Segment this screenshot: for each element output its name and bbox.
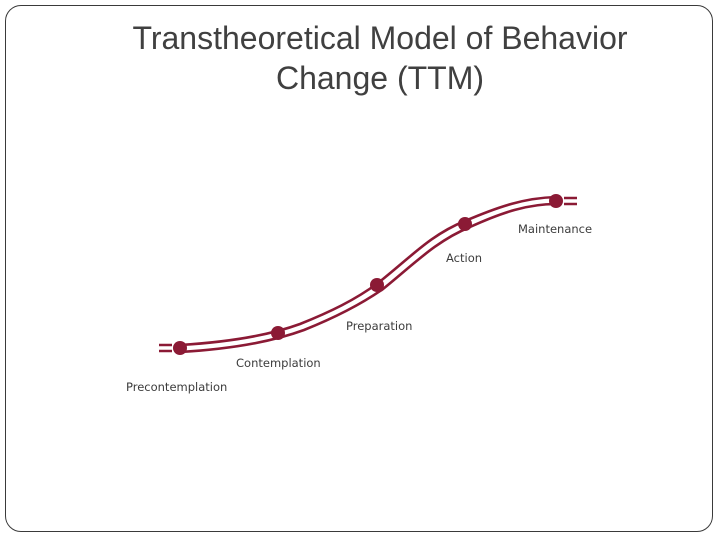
slide-title: Transtheoretical Model of Behavior Chang…	[40, 18, 720, 98]
stage-marker-action	[458, 217, 472, 231]
slide-frame	[5, 5, 713, 532]
slide-title-line-1: Transtheoretical Model of Behavior	[132, 20, 628, 56]
stage-marker-preparation	[370, 278, 384, 292]
stage-marker-maintenance	[549, 194, 563, 208]
stage-markers	[173, 194, 563, 355]
stage-label-contemplation: Contemplation	[236, 356, 321, 370]
stage-label-action: Action	[446, 251, 482, 265]
curve-end-dashes	[564, 196, 577, 206]
curve-start-dashes	[159, 343, 172, 353]
slide-title-line-2: Change (TTM)	[275, 60, 485, 96]
stage-label-maintenance: Maintenance	[518, 222, 592, 236]
stage-label-preparation: Preparation	[346, 319, 412, 333]
stage-label-precontemplation: Precontemplation	[126, 380, 227, 394]
stage-marker-precontemplation	[173, 341, 187, 355]
stage-marker-contemplation	[271, 326, 285, 340]
